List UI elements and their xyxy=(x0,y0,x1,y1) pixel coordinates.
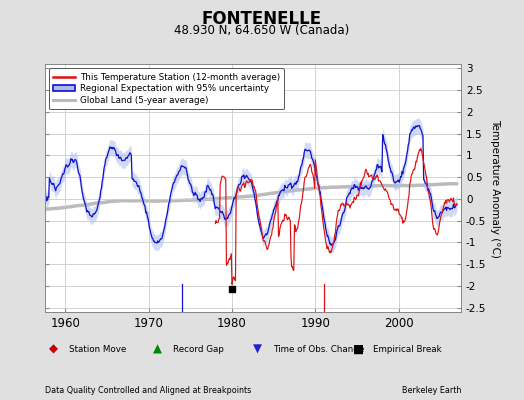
Text: Record Gap: Record Gap xyxy=(173,344,224,354)
Text: ▲: ▲ xyxy=(153,342,162,356)
Text: Time of Obs. Change: Time of Obs. Change xyxy=(273,344,364,354)
Text: ■: ■ xyxy=(353,342,364,356)
Text: Empirical Break: Empirical Break xyxy=(373,344,441,354)
Text: ◆: ◆ xyxy=(49,342,58,356)
Text: 48.930 N, 64.650 W (Canada): 48.930 N, 64.650 W (Canada) xyxy=(174,24,350,37)
Text: ▼: ▼ xyxy=(253,342,262,356)
Text: Berkeley Earth: Berkeley Earth xyxy=(402,386,461,395)
Y-axis label: Temperature Anomaly (°C): Temperature Anomaly (°C) xyxy=(490,118,500,258)
Text: Station Move: Station Move xyxy=(69,344,126,354)
Legend: This Temperature Station (12-month average), Regional Expectation with 95% uncer: This Temperature Station (12-month avera… xyxy=(49,68,284,109)
Text: Data Quality Controlled and Aligned at Breakpoints: Data Quality Controlled and Aligned at B… xyxy=(45,386,251,395)
Text: FONTENELLE: FONTENELLE xyxy=(202,10,322,28)
